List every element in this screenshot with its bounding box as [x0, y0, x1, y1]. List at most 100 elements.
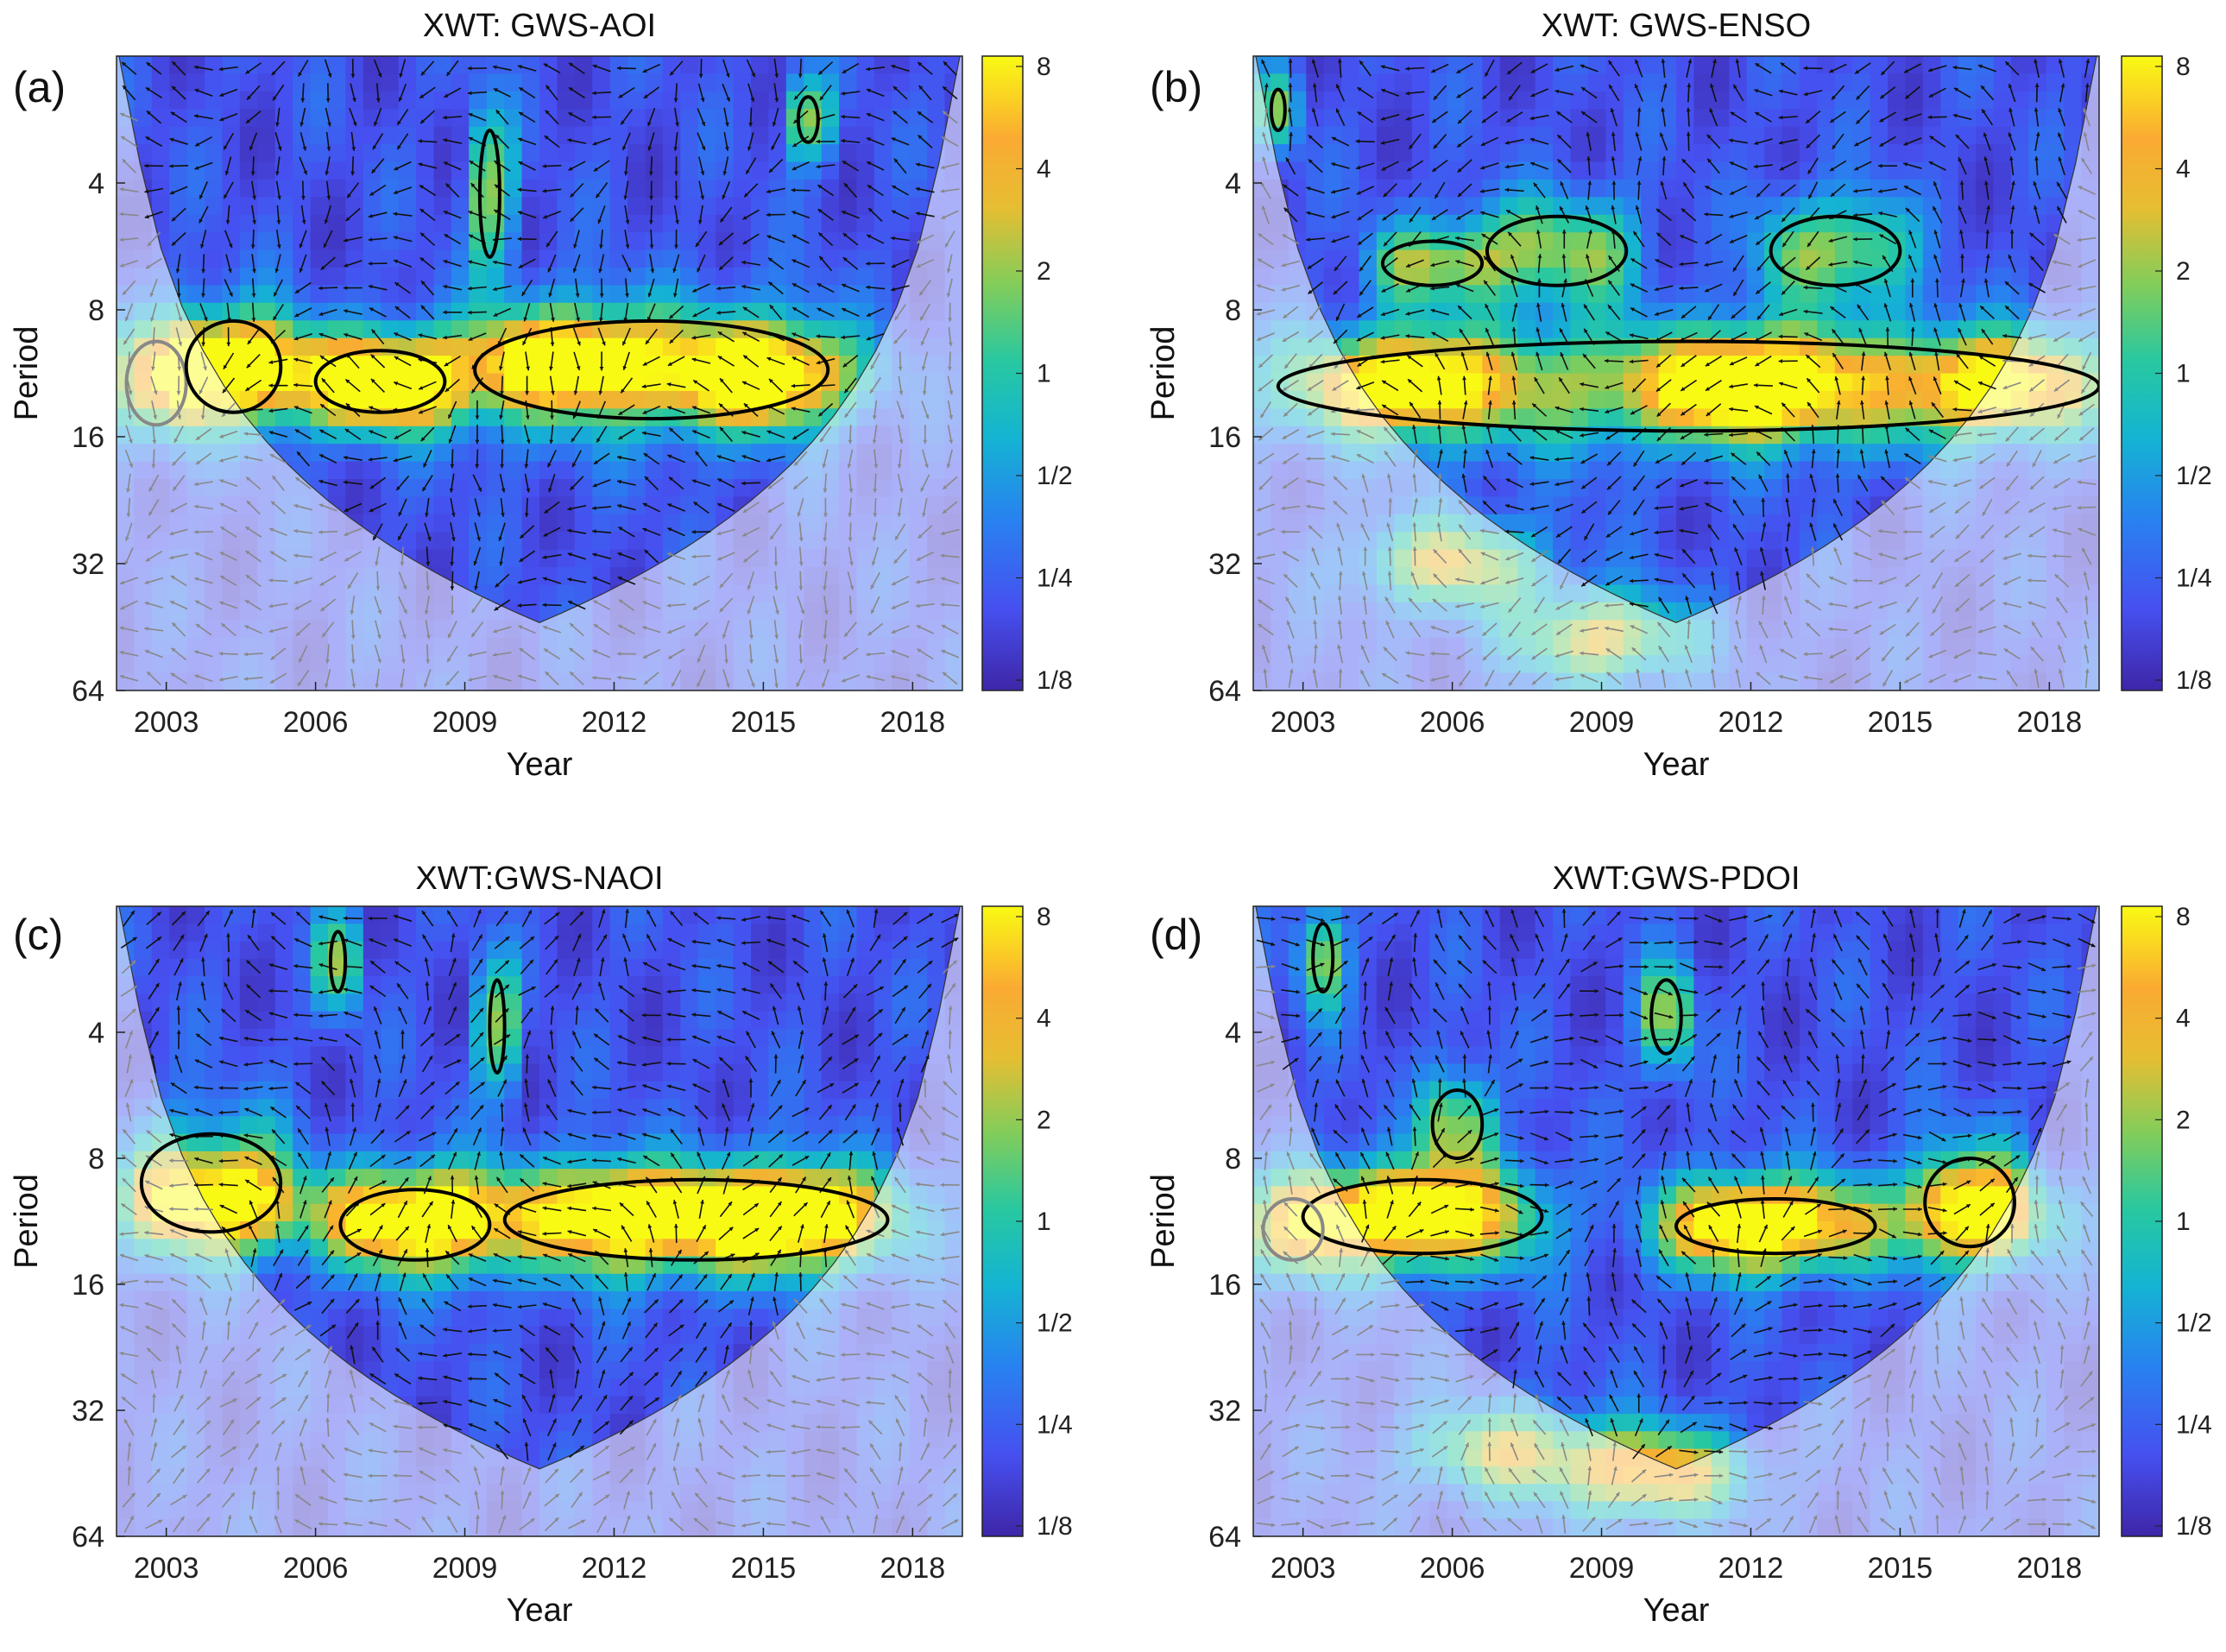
power-cell — [1922, 390, 1941, 410]
phase-arrow-head — [817, 283, 822, 287]
power-cell — [1834, 408, 1853, 427]
power-cell — [927, 73, 946, 92]
power-cell — [1799, 461, 1819, 480]
power-cell — [345, 144, 364, 163]
power-cell — [1587, 285, 1607, 304]
power-cell — [1623, 320, 1642, 339]
power-cell — [1852, 461, 1871, 480]
power-cell — [1676, 126, 1695, 145]
power-cell — [521, 549, 540, 568]
phase-arrow-head — [625, 244, 630, 249]
power-cell — [1799, 390, 1819, 410]
power-cell — [733, 479, 752, 498]
phase-arrow-head — [172, 85, 176, 91]
power-cell — [1817, 320, 1836, 339]
phase-arrow-head — [144, 214, 149, 219]
power-cell — [751, 390, 770, 410]
power-cell — [1888, 356, 1907, 375]
power-cell — [716, 356, 735, 375]
phase-arrow-head — [419, 410, 423, 414]
phase-arrow-head — [272, 476, 277, 480]
phase-arrow-head — [747, 585, 752, 590]
power-cell — [451, 179, 470, 199]
power-cell — [1799, 408, 1819, 427]
power-cell — [1341, 91, 1360, 110]
phase-arrow-head — [547, 268, 552, 273]
power-cell — [1746, 268, 1765, 287]
phase-arrow-head — [371, 329, 376, 334]
power-cell — [1359, 232, 1378, 251]
power-cell — [645, 514, 664, 533]
power-cell — [1746, 144, 1765, 163]
phase-arrow-head — [818, 232, 823, 237]
phase-arrow-head — [719, 608, 724, 613]
power-cell — [1447, 426, 1466, 445]
power-cell — [1693, 56, 1712, 75]
phase-arrow-head — [872, 537, 877, 542]
power-cell — [521, 179, 540, 199]
power-cell — [186, 285, 205, 304]
phase-arrow-head — [949, 439, 954, 444]
power-cell — [1746, 390, 1765, 410]
power-cell — [539, 302, 558, 321]
power-cell — [1676, 161, 1695, 180]
power-cell — [205, 249, 224, 268]
power-cell — [1940, 109, 1959, 128]
power-cell — [1605, 320, 1624, 339]
power-cell — [451, 567, 470, 586]
power-cell — [416, 532, 435, 551]
power-cell — [627, 197, 646, 216]
power-cell — [1605, 285, 1624, 304]
power-cell — [1517, 109, 1536, 128]
phase-arrow-head — [844, 388, 849, 394]
power-cell — [433, 144, 452, 163]
power-cell — [1641, 408, 1660, 427]
power-cell — [557, 532, 576, 551]
power-cell — [1905, 126, 1924, 145]
power-cell — [1641, 73, 1660, 92]
phase-arrow-head — [493, 287, 497, 292]
phase-arrow-head — [223, 364, 228, 369]
power-cell — [609, 179, 628, 199]
phase-arrow-head — [598, 390, 603, 395]
phase-arrow-head — [299, 658, 303, 663]
phase-arrows — [119, 59, 960, 688]
phase-arrow-head — [277, 195, 281, 200]
phase-arrow-head — [148, 487, 154, 492]
phase-arrow-head — [773, 562, 779, 566]
phase-arrow-head — [669, 476, 673, 482]
y-tick-label: 32 — [72, 548, 104, 581]
phase-arrow-head — [593, 167, 598, 172]
power-cell — [151, 91, 170, 110]
power-cell — [1658, 514, 1677, 533]
power-cell — [785, 249, 804, 268]
phase-arrow-head — [550, 342, 555, 346]
phase-arrow-head — [916, 263, 921, 268]
power-cell — [1764, 514, 1783, 533]
phase-arrow-head — [122, 62, 126, 66]
power-cell — [1429, 408, 1448, 427]
phase-arrow-head — [920, 487, 924, 492]
phase-arrow-head — [870, 388, 874, 394]
phase-arrow-head — [294, 312, 300, 317]
power-cell — [1517, 426, 1536, 445]
power-cell — [1499, 320, 1518, 339]
power-cell — [345, 496, 364, 515]
power-cell — [1922, 426, 1941, 445]
phase-arrow-head — [226, 342, 231, 347]
phase-arrow-head — [791, 187, 796, 192]
power-cell — [1641, 390, 1660, 410]
phase-arrow-head — [870, 365, 875, 369]
phase-arrow-head — [750, 98, 755, 102]
power-cell — [539, 461, 558, 480]
y-axis-label: Period — [9, 326, 45, 421]
phase-arrow-head — [844, 413, 849, 418]
power-cell — [873, 91, 893, 110]
power-cell — [328, 461, 347, 480]
power-cell — [680, 337, 699, 356]
power-cell — [363, 214, 382, 233]
power-cell — [1447, 390, 1466, 410]
power-cell — [1870, 56, 1889, 75]
power-cell — [293, 390, 312, 410]
phase-arrow-head — [475, 439, 480, 445]
